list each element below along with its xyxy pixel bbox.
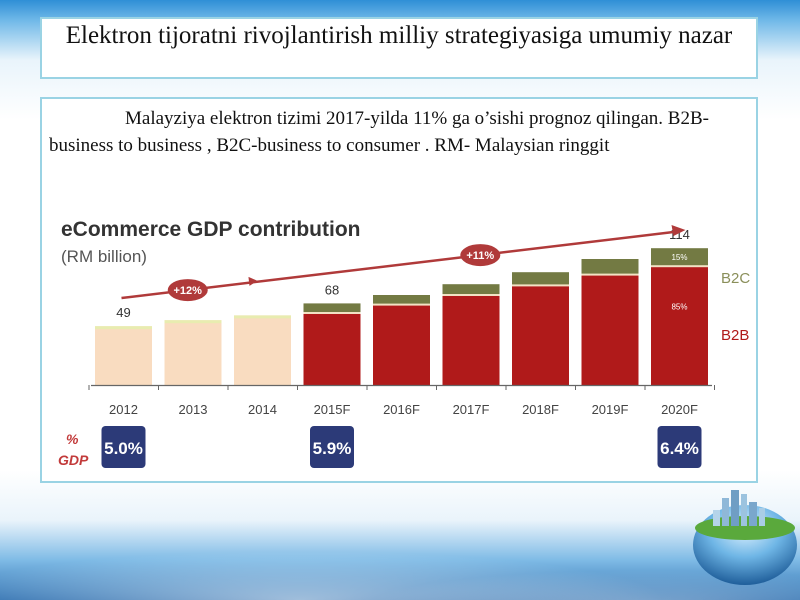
gdp-badge-label-2015F: 5.9% <box>313 439 352 458</box>
chart-subtitle: (RM billion) <box>61 247 147 266</box>
bar-b2c-2020F <box>651 248 708 267</box>
bar-divider-2018F <box>512 284 569 287</box>
bar-historic-top-2012 <box>95 326 152 330</box>
tick-label-2018F: 2018F <box>522 402 559 417</box>
total-label-2012: 49 <box>116 305 130 320</box>
bar-b2c-2015F <box>303 303 361 313</box>
gdp-badge-2015F <box>310 426 354 468</box>
b2c-share-label: 15% <box>671 253 687 262</box>
gdp-badge-label-2020F: 6.4% <box>660 439 699 458</box>
tick-label-2019F: 2019F <box>592 402 629 417</box>
bar-historic-top-2014 <box>234 315 291 319</box>
bar-divider-2016F <box>373 303 430 306</box>
slide-title-box: Elektron tijoratni rivojlantirish milliy… <box>40 17 758 79</box>
growth-bubble-0 <box>167 279 208 302</box>
gdp-label-gdp: GDP <box>58 452 89 468</box>
bar-b2b-2019F <box>581 274 639 385</box>
chart-title: eCommerce GDP contribution <box>61 218 361 241</box>
tick-label-2020F: 2020F <box>661 402 698 417</box>
slide-description: Malayziya elektron tizimi 2017-yilda 11%… <box>49 108 709 156</box>
bar-historic-2014 <box>234 315 291 385</box>
gdp-badge-2012 <box>101 426 146 468</box>
bar-b2b-2015F <box>303 313 361 385</box>
gdp-badge-2020F <box>657 426 702 468</box>
tick-label-2017F: 2017F <box>453 402 490 417</box>
tick-label-2013: 2013 <box>179 402 208 417</box>
growth-bubble-1 <box>460 244 501 267</box>
bar-historic-2012 <box>95 326 152 385</box>
bar-b2c-2019F <box>581 259 639 275</box>
bar-historic-2013 <box>164 320 222 385</box>
gdp-badge-label-2012: 5.0% <box>104 439 143 458</box>
tick-label-2015F: 2015F <box>314 402 351 417</box>
bar-divider-2017F <box>442 294 500 296</box>
bar-b2c-2016F <box>373 295 430 305</box>
bar-divider-2020F <box>651 265 708 268</box>
tick-label-2012: 2012 <box>109 402 138 417</box>
legend-b2c: B2C <box>721 270 750 287</box>
bar-divider-2019F <box>581 273 639 276</box>
growth-label-0: +12% <box>174 285 203 297</box>
b2b-share-label: 85% <box>671 303 687 312</box>
slide-title: Elektron tijoratni rivojlantirish milliy… <box>65 22 733 49</box>
bar-divider-2015F <box>303 312 361 314</box>
growth-arrow-line <box>121 230 674 300</box>
legend-b2b: B2B <box>721 327 749 344</box>
growth-arrow-head <box>671 225 686 236</box>
gdp-label-percent: % <box>66 431 79 447</box>
footer-wave <box>0 510 800 600</box>
bar-b2b-2020F <box>651 266 708 385</box>
growth-label-1: +11% <box>466 250 494 262</box>
bar-b2c-2017F <box>442 284 500 295</box>
growth-arrow-midhead <box>248 276 258 286</box>
total-label-2015F: 68 <box>325 282 339 297</box>
tick-label-2014: 2014 <box>248 402 277 417</box>
tick-label-2016F: 2016F <box>383 402 420 417</box>
bar-b2b-2018F <box>512 285 569 385</box>
bar-b2b-2016F <box>373 304 430 385</box>
bar-b2c-2018F <box>512 272 569 286</box>
bar-historic-top-2013 <box>164 320 222 324</box>
bar-b2b-2017F <box>442 295 500 385</box>
